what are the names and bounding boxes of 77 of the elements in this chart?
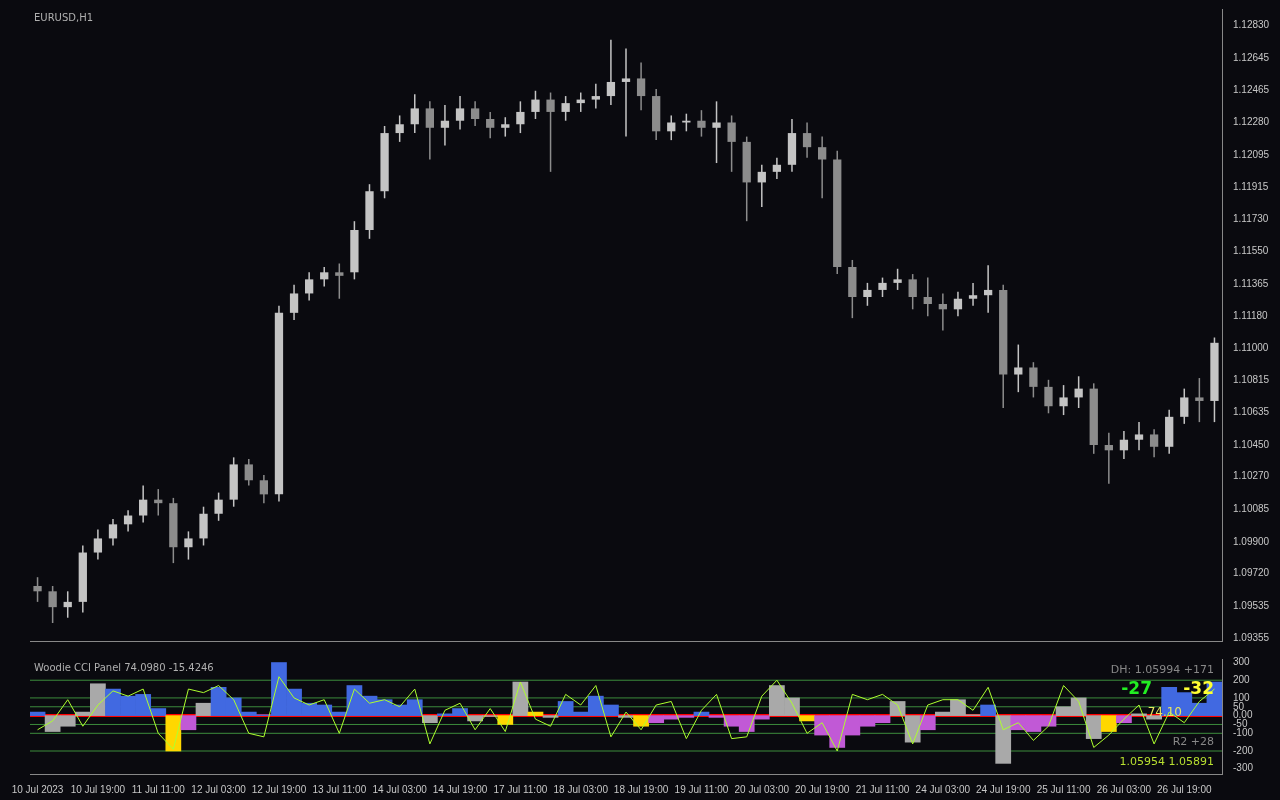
annotation: 1.05954 1.05891 [1119,755,1214,769]
candlestick [606,39,616,105]
x-tick-label: 21 Jul 11:00 [855,783,910,795]
y-tick-label: 50 [1233,700,1245,712]
y-tick-label: 1.11730 [1233,213,1269,225]
y-tick-label: 300 [1233,656,1251,668]
y-tick-label: 1.11365 [1233,277,1269,289]
bar [180,715,197,731]
y-tick-label: -50 [1233,718,1248,730]
y-tick-label: 1.10085 [1233,503,1270,515]
candlestick [938,293,948,331]
x-tick-label: 17 Jul 11:00 [493,783,548,795]
candlestick [818,136,827,199]
y-tick-label: 1.12830 [1233,19,1270,31]
bar [995,715,1012,764]
annotation: DH: 1.05994 +171 [1110,663,1214,677]
y-tick-label: -200 [1233,744,1254,756]
candlestick [923,277,932,317]
candlestick [440,104,450,146]
x-tick-label: 11 Jul 11:00 [131,783,186,795]
x-tick-label: 24 Jul 19:00 [975,783,1031,795]
x-tick-label: 13 Jul 11:00 [312,783,367,795]
y-tick-label: 1.09720 [1233,567,1270,579]
candlestick [621,48,631,137]
x-tick-label: 12 Jul 19:00 [251,783,307,795]
y-tick-label: 200 [1233,673,1251,685]
x-tick-label: 14 Jul 03:00 [372,783,428,795]
y-tick-label: 1.12095 [1233,148,1270,160]
bar [980,704,996,716]
candlestick [983,265,993,313]
x-tick-label: 19 Jul 11:00 [674,783,729,795]
bar [195,702,212,716]
x-tick-label: 25 Jul 11:00 [1036,783,1091,795]
bar [799,715,815,722]
chart-title: EURUSD,H1 [34,11,94,23]
annotation: R2 +28 [1172,734,1214,748]
y-tick-label: -300 [1233,762,1254,774]
x-tick-label: 14 Jul 19:00 [432,783,488,795]
bar [30,711,46,716]
y-tick-label: 1.09900 [1233,535,1270,547]
x-tick-label: 10 Jul 19:00 [70,783,126,795]
candlestick [757,164,766,208]
bar [919,715,936,731]
y-tick-label: 1.11915 [1233,180,1269,192]
bar [165,715,182,752]
y-tick-label: 1.12645 [1233,51,1270,63]
y-tick-label: 1.09535 [1233,600,1270,612]
y-tick-label: 1.10635 [1233,406,1270,418]
candlestick [1134,422,1144,451]
y-tick-label: 1.11550 [1233,244,1269,256]
chart-title: Woodie CCI Panel 74.0980 -15.4246 [34,661,214,673]
y-tick-label: 1.11180 [1233,310,1269,322]
x-tick-label: 18 Jul 19:00 [613,783,669,795]
y-tick-label: 1.12465 [1233,83,1270,95]
x-tick-label: 20 Jul 03:00 [734,783,790,795]
x-tick-label: 26 Jul 03:00 [1096,783,1152,795]
candlestick [591,83,600,109]
x-tick-label: 12 Jul 03:00 [191,783,247,795]
y-tick-label: 1.10815 [1233,374,1270,386]
x-tick-label: 20 Jul 19:00 [794,783,850,795]
y-tick-label: 1.10450 [1233,438,1270,450]
y-tick-label: 1.12280 [1233,116,1270,128]
y-tick-label: 1.11000 [1233,341,1269,353]
y-tick-label: 1.10270 [1233,470,1270,482]
x-tick-label: 18 Jul 03:00 [553,783,609,795]
bar [421,715,438,724]
x-tick-label: 26 Jul 19:00 [1157,783,1212,795]
y-tick-label: 1.09355 [1233,631,1270,643]
y-tick-label: -100 [1233,727,1254,739]
candlestick [968,282,978,306]
candlestick [1104,432,1113,484]
x-tick-label: 10 Jul 2023 [11,783,64,795]
bar [1100,715,1117,732]
y-tick-label: 0.00 [1233,709,1253,721]
annotation: -27 [1121,678,1152,699]
x-tick-label: 24 Jul 03:00 [915,783,971,795]
y-tick-label: 100 [1233,691,1251,703]
